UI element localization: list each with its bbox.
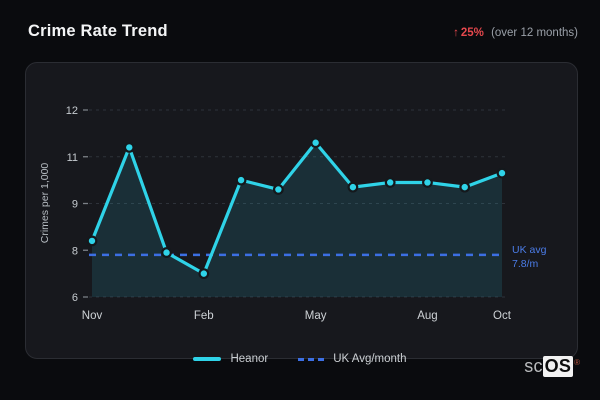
data-point-aug	[422, 177, 433, 188]
brand-suffix: OS	[542, 356, 574, 377]
data-point-may	[310, 137, 322, 149]
heanor-area-fill	[92, 142, 502, 297]
data-point-nov	[86, 235, 98, 247]
x-tick-label: Nov	[82, 310, 103, 322]
data-point-dec	[123, 141, 135, 153]
brand-prefix: sc	[524, 356, 543, 376]
x-tick-label: May	[305, 310, 327, 322]
up-arrow-icon: ↑	[453, 27, 459, 39]
y-tick-label: 11	[67, 152, 78, 164]
y-tick-label: 12	[66, 105, 78, 117]
data-point-oct	[496, 167, 508, 179]
uk-avg-annotation: 7.8/m	[512, 258, 539, 270]
y-tick-label: 8	[72, 245, 78, 257]
y-axis-label: Crimes per 1,000	[39, 163, 51, 244]
widget-header: Crime Rate Trend ↑ 25% (over 12 months)	[28, 22, 578, 41]
data-point-jul	[384, 177, 396, 188]
chart-card: 6 8 9 11 12 Nov Feb May Aug Oct Crimes per 1,000 UK…	[25, 62, 578, 359]
y-tick-label: 6	[72, 292, 78, 304]
x-tick-label: Oct	[493, 310, 512, 322]
chart-legend: Heanor UK Avg/month	[0, 353, 600, 365]
data-point-jun	[347, 181, 359, 193]
legend-label: UK Avg/month	[333, 353, 407, 365]
y-tick-label: 9	[72, 199, 78, 211]
data-point-jan	[161, 247, 172, 258]
page-title: Crime Rate Trend	[28, 22, 168, 40]
registered-mark-icon: ®	[574, 358, 580, 367]
legend-label: Heanor	[230, 353, 269, 365]
uk-avg-dash-swatch	[298, 357, 325, 361]
data-point-feb	[198, 268, 210, 280]
data-point-mar	[235, 174, 247, 186]
scos-logo: sc OS ®	[524, 356, 580, 377]
trend-value: 25%	[460, 27, 484, 39]
trend-chart-svg: 6 8 9 11 12 Nov Feb May Aug Oct Crimes per 1,000 UK…	[39, 105, 547, 322]
data-point-sep	[459, 181, 471, 193]
trend-stat: ↑ 25% (over 12 months)	[453, 27, 578, 39]
uk-avg-annotation: UK avg	[512, 244, 547, 256]
x-tick-label: Aug	[417, 310, 437, 322]
trend-period: (over 12 months)	[491, 27, 578, 39]
legend-item-uk-avg[interactable]: UK Avg/month	[298, 353, 407, 365]
legend-item-heanor[interactable]: Heanor	[193, 353, 268, 365]
heanor-line	[90, 141, 504, 276]
x-tick-label: Feb	[194, 310, 214, 322]
data-point-apr	[272, 184, 284, 195]
heanor-line-swatch	[193, 357, 222, 361]
trend-chart: 6 8 9 11 12 Nov Feb May Aug Oct Crimes per 1,000 UK…	[26, 63, 577, 358]
